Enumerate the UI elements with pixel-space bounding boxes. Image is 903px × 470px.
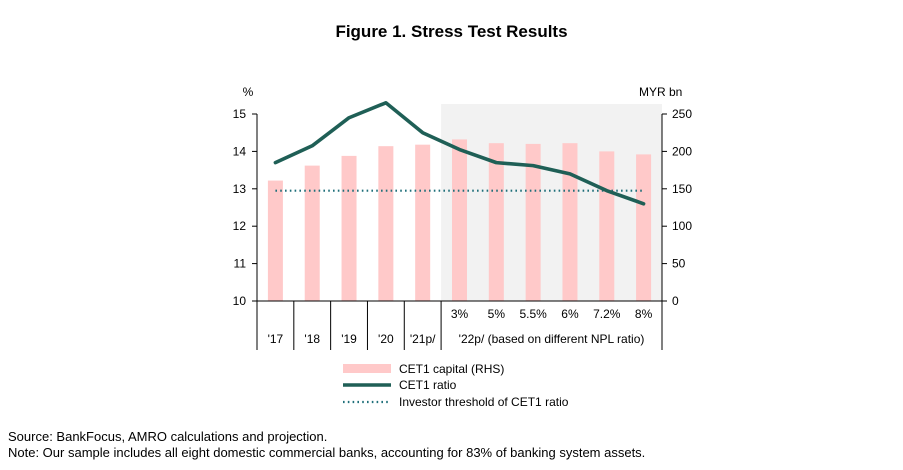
chart-title: Figure 1. Stress Test Results xyxy=(335,22,568,41)
bar-6 xyxy=(488,143,504,301)
sample-note: Note: Our sample includes all eight dome… xyxy=(8,445,646,460)
left-tick-label-3: 13 xyxy=(233,182,247,196)
category-label-2: '19 xyxy=(341,332,357,346)
left-tick-label-1: 11 xyxy=(234,257,247,271)
left-tick-label-2: 12 xyxy=(233,219,247,233)
left-tick-label-5: 15 xyxy=(233,107,247,121)
left-axis-label: % xyxy=(243,85,254,99)
right-tick-label-4: 200 xyxy=(672,144,692,158)
category-label-10: 8% xyxy=(635,307,653,321)
category-label-5: 3% xyxy=(451,307,469,321)
right-tick-label-3: 150 xyxy=(672,182,692,196)
left-tick-label-4: 14 xyxy=(233,144,247,158)
cet1-capital-bars xyxy=(267,139,652,301)
projection-shaded-region xyxy=(441,104,662,301)
right-tick-label-2: 100 xyxy=(672,219,692,233)
category-label-8: 6% xyxy=(561,307,579,321)
left-tick-label-0: 10 xyxy=(233,294,247,308)
legend-label-threshold: Investor threshold of CET1 ratio xyxy=(399,395,569,409)
bar-5 xyxy=(452,139,467,301)
right-tick-label-1: 50 xyxy=(672,257,686,271)
group-label: '22p/ (based on different NPL ratio) xyxy=(459,332,645,346)
source-note: Source: BankFocus, AMRO calculations and… xyxy=(8,429,328,444)
category-label-9: 7.2% xyxy=(593,307,621,321)
bar-2 xyxy=(341,155,357,301)
bar-8 xyxy=(562,143,578,301)
right-axis-label: MYR bn xyxy=(639,85,682,99)
right-tick-label-5: 250 xyxy=(672,107,692,121)
bar-1 xyxy=(304,165,320,301)
legend-label-capital: CET1 capital (RHS) xyxy=(399,362,504,376)
legend-swatch-capital xyxy=(343,364,391,373)
category-label-0: '17 xyxy=(268,332,284,346)
bar-4 xyxy=(415,144,431,301)
cet1-ratio-line xyxy=(273,100,646,206)
category-label-3: '20 xyxy=(378,332,394,346)
bar-9 xyxy=(599,151,615,301)
bar-0 xyxy=(267,180,283,301)
right-tick-label-0: 0 xyxy=(672,294,679,308)
bar-3 xyxy=(378,146,394,301)
category-label-6: 5% xyxy=(488,307,506,321)
category-label-7: 5.5% xyxy=(519,307,547,321)
legend-label-ratio: CET1 ratio xyxy=(399,378,457,392)
category-label-1: '18 xyxy=(304,332,320,346)
bar-10 xyxy=(636,154,652,301)
bar-7 xyxy=(525,143,541,301)
category-label-4: '21p/ xyxy=(410,332,436,346)
legend: CET1 capital (RHS) CET1 ratio Investor thr… xyxy=(343,362,569,409)
